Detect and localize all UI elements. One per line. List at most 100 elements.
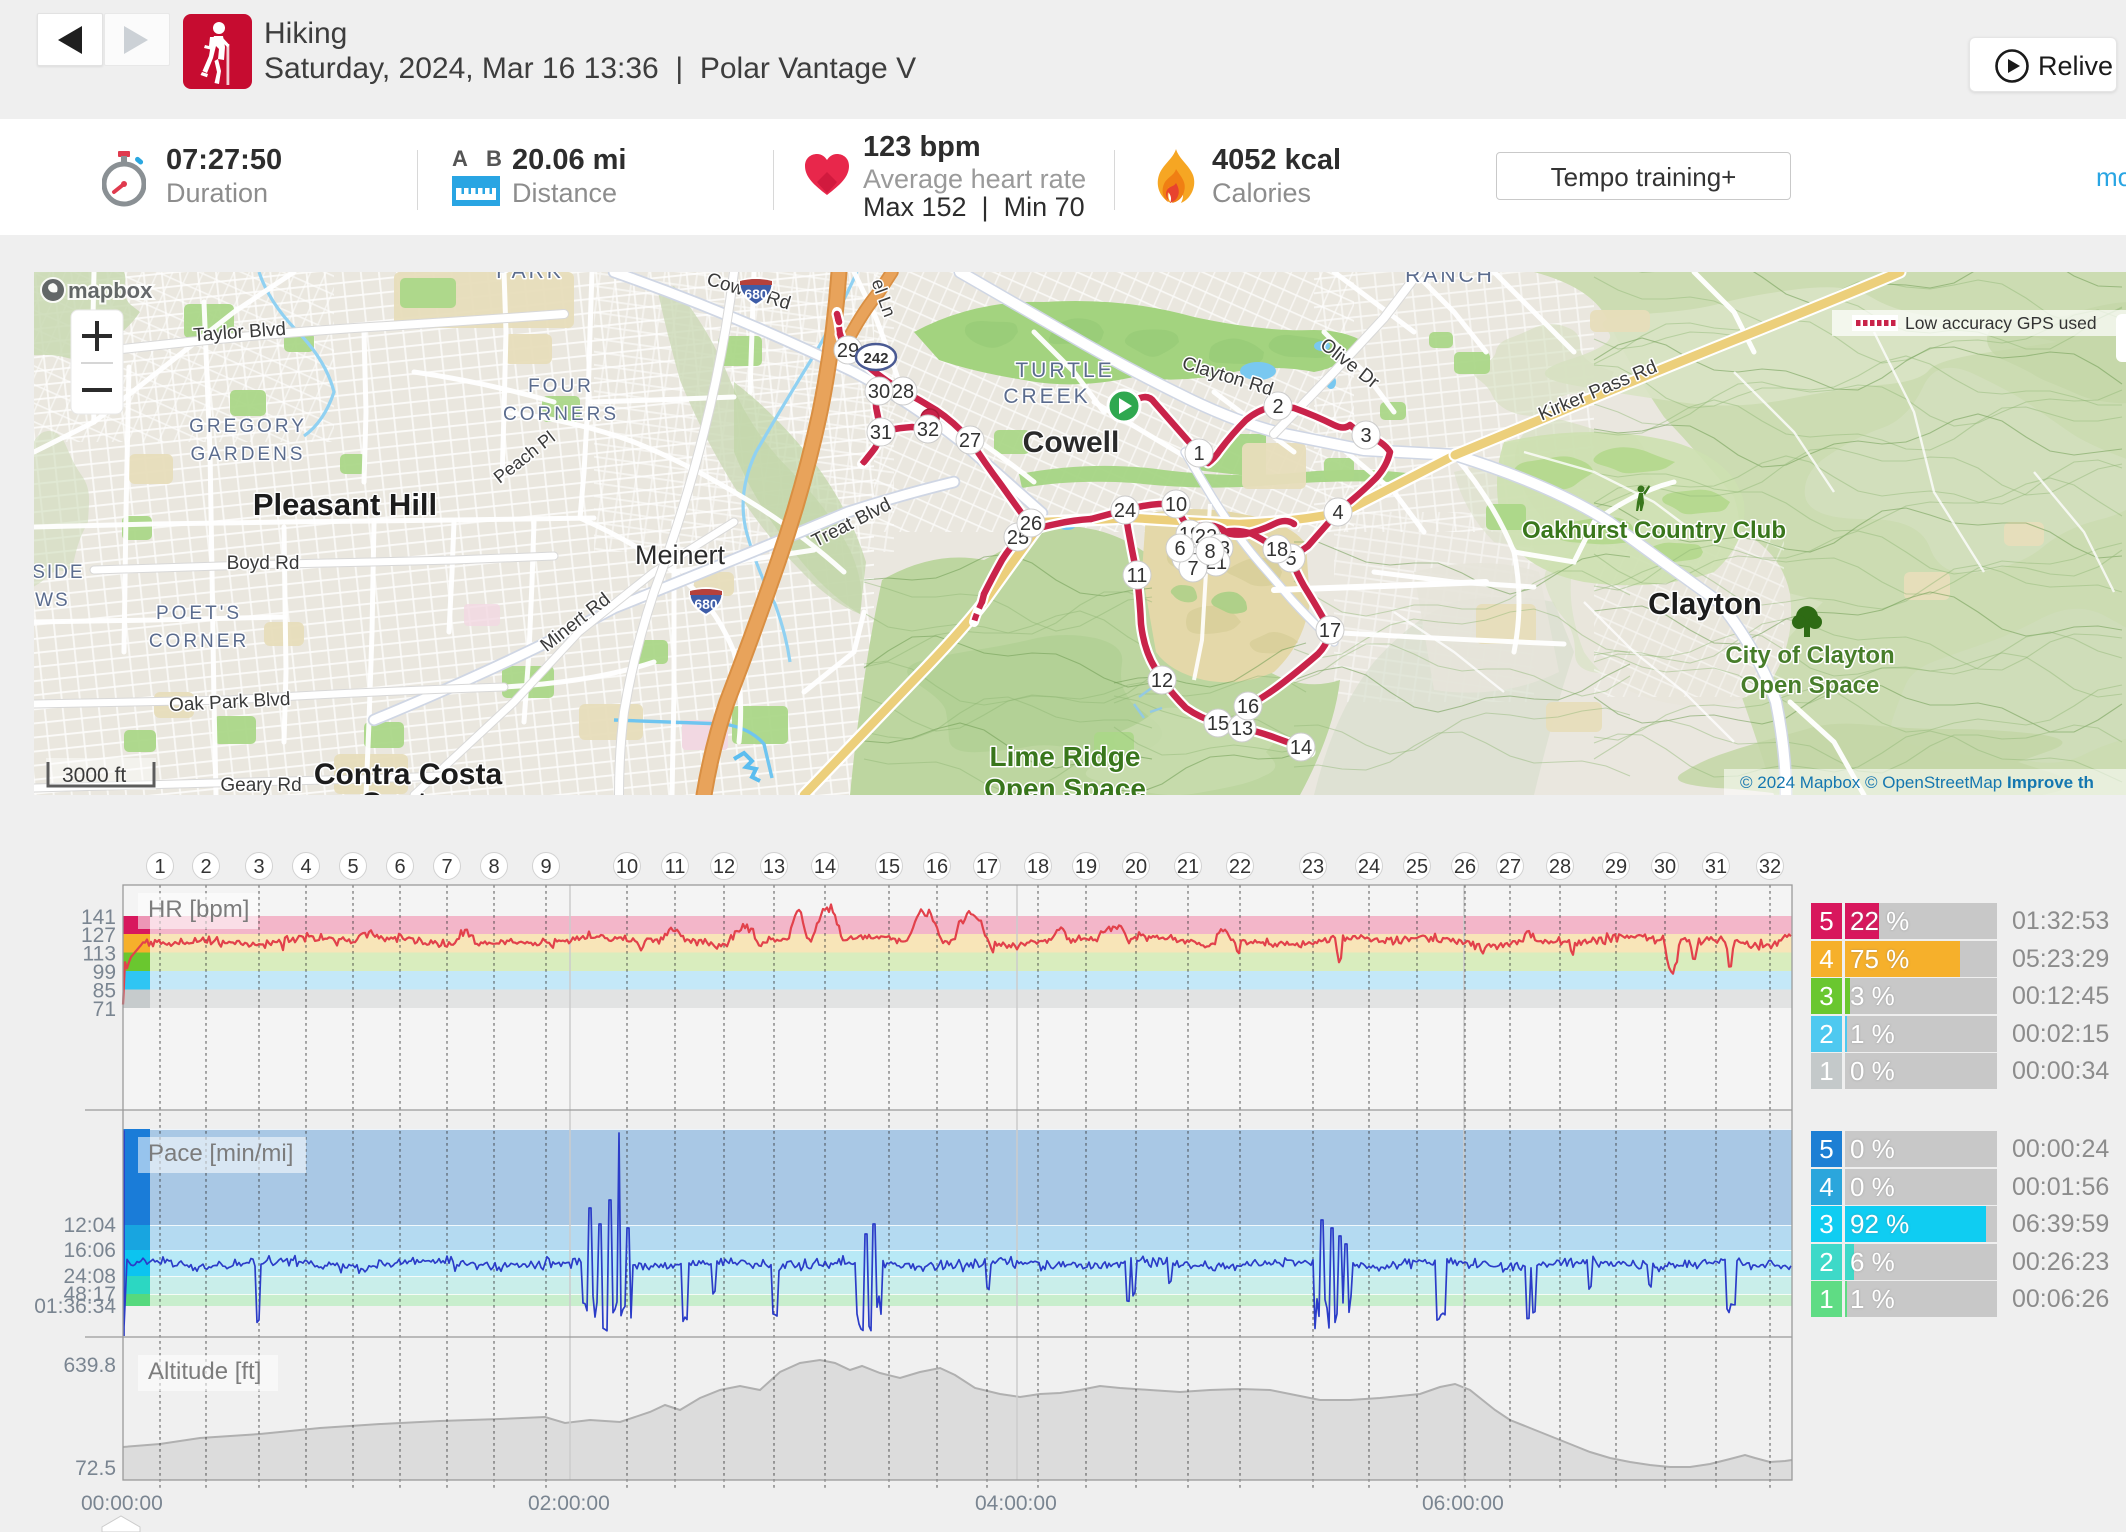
- svg-text:11: 11: [665, 856, 686, 878]
- svg-text:639.8: 639.8: [63, 1354, 116, 1377]
- svg-text:11: 11: [1127, 565, 1148, 587]
- svg-text:1: 1: [1193, 443, 1204, 465]
- svg-text:Pleasant Hill: Pleasant Hill: [253, 487, 437, 522]
- svg-text:7: 7: [441, 856, 452, 878]
- svg-text:© 2024 Mapbox © OpenStreetMap: © 2024 Mapbox © OpenStreetMap Improve th: [1740, 773, 2094, 792]
- svg-text:17: 17: [1319, 620, 1341, 642]
- svg-text:FOUR: FOUR: [528, 376, 594, 397]
- svg-text:10: 10: [1165, 494, 1187, 516]
- svg-text:10: 10: [616, 856, 638, 878]
- svg-text:15: 15: [878, 856, 900, 878]
- svg-text:18: 18: [1266, 539, 1288, 561]
- svg-text:4: 4: [300, 856, 311, 878]
- svg-text:680: 680: [694, 596, 718, 612]
- svg-text:16: 16: [1237, 696, 1259, 718]
- svg-text:99: 99: [93, 961, 116, 984]
- svg-text:127: 127: [81, 924, 116, 947]
- svg-text:Oakhurst Country Club: Oakhurst Country Club: [1522, 517, 1786, 544]
- svg-text:14: 14: [1290, 737, 1312, 759]
- svg-text:Lime Ridge: Lime Ridge: [990, 741, 1141, 772]
- svg-text:Clayton: Clayton: [1648, 586, 1762, 621]
- svg-text:Contra Costa: Contra Costa: [314, 758, 503, 791]
- svg-text:27: 27: [1499, 856, 1521, 878]
- svg-text:17: 17: [976, 856, 998, 878]
- svg-text:3: 3: [1360, 425, 1371, 447]
- svg-text:85: 85: [93, 980, 116, 1003]
- svg-text:21: 21: [1177, 856, 1199, 878]
- svg-text:16:06: 16:06: [63, 1239, 116, 1262]
- svg-text:OWS: OWS: [34, 590, 70, 611]
- svg-text:3000 ft: 3000 ft: [62, 764, 126, 787]
- svg-text:mapbox: mapbox: [68, 278, 153, 303]
- svg-text:GREGORY: GREGORY: [189, 416, 307, 437]
- svg-text:Geary Rd: Geary Rd: [220, 775, 301, 795]
- svg-text:5: 5: [347, 856, 358, 878]
- svg-text:15: 15: [1207, 713, 1229, 735]
- svg-text:01:36:34: 01:36:34: [34, 1295, 116, 1318]
- svg-text:72.5: 72.5: [75, 1457, 116, 1480]
- svg-text:29: 29: [837, 340, 859, 362]
- svg-text:18: 18: [1027, 856, 1049, 878]
- svg-text:19: 19: [1075, 856, 1097, 878]
- svg-text:26: 26: [1454, 856, 1476, 878]
- svg-text:04:00:00: 04:00:00: [975, 1492, 1057, 1515]
- svg-text:GARDENS: GARDENS: [191, 444, 306, 465]
- svg-text:29: 29: [1605, 856, 1627, 878]
- svg-text:RANCH: RANCH: [1405, 272, 1495, 287]
- svg-text:7: 7: [1187, 558, 1198, 580]
- svg-text:6: 6: [1174, 538, 1185, 560]
- svg-text:16: 16: [926, 856, 948, 878]
- svg-text:27: 27: [959, 430, 981, 452]
- svg-text:32: 32: [917, 419, 939, 441]
- svg-text:13: 13: [763, 856, 785, 878]
- svg-text:12: 12: [713, 856, 735, 878]
- svg-text:14: 14: [814, 856, 836, 878]
- svg-text:Altitude [ft]: Altitude [ft]: [148, 1358, 261, 1385]
- svg-text:Pace [min/mi]: Pace [min/mi]: [148, 1140, 293, 1167]
- svg-text:06:00:00: 06:00:00: [1422, 1492, 1504, 1515]
- svg-text:24: 24: [1114, 500, 1136, 522]
- svg-text:12: 12: [1151, 670, 1173, 692]
- svg-text:8: 8: [488, 856, 499, 878]
- svg-text:12:04: 12:04: [63, 1214, 116, 1237]
- svg-text:25: 25: [1406, 856, 1428, 878]
- svg-text:31: 31: [870, 422, 892, 444]
- svg-text:3: 3: [253, 856, 264, 878]
- svg-text:22: 22: [1229, 856, 1251, 878]
- svg-text:28: 28: [892, 381, 914, 403]
- svg-text:680: 680: [744, 286, 768, 302]
- svg-text:1: 1: [154, 856, 165, 878]
- svg-text:Meinert: Meinert: [635, 540, 726, 570]
- svg-text:City of Clayton: City of Clayton: [1725, 642, 1894, 669]
- svg-text:242: 242: [863, 350, 888, 367]
- svg-text:13: 13: [1231, 718, 1253, 740]
- svg-text:Open Space: Open Space: [1741, 672, 1880, 699]
- svg-text:71: 71: [93, 998, 116, 1021]
- svg-text:POET'S: POET'S: [156, 603, 242, 624]
- svg-text:2: 2: [1272, 396, 1283, 418]
- svg-text:8: 8: [1204, 541, 1215, 563]
- svg-text:2: 2: [200, 856, 211, 878]
- svg-text:24: 24: [1358, 856, 1380, 878]
- svg-text:24:08: 24:08: [63, 1265, 116, 1288]
- svg-text:30: 30: [868, 381, 890, 403]
- svg-text:CREEK: CREEK: [1003, 385, 1090, 408]
- svg-text:5: 5: [1285, 548, 1296, 570]
- svg-text:32: 32: [1759, 856, 1781, 878]
- svg-text:48:17: 48:17: [63, 1283, 116, 1306]
- svg-text:02:00:00: 02:00:00: [528, 1492, 610, 1515]
- svg-text:PARK: PARK: [496, 272, 564, 283]
- svg-text:Cowell: Cowell: [1023, 426, 1120, 459]
- svg-text:Boyd Rd: Boyd Rd: [227, 553, 300, 574]
- svg-text:26: 26: [1020, 513, 1042, 535]
- svg-text:Open Space: Open Space: [984, 773, 1146, 795]
- svg-text:23: 23: [1302, 856, 1324, 878]
- svg-text:113: 113: [83, 943, 116, 966]
- svg-text:TURTLE: TURTLE: [1015, 359, 1114, 382]
- svg-text:Low accuracy GPS used: Low accuracy GPS used: [1905, 313, 2097, 333]
- svg-text:20: 20: [1125, 856, 1147, 878]
- svg-text:6: 6: [394, 856, 405, 878]
- svg-text:HR [bpm]: HR [bpm]: [148, 896, 249, 923]
- svg-text:30: 30: [1654, 856, 1676, 878]
- svg-text:Centre: Centre: [360, 787, 455, 795]
